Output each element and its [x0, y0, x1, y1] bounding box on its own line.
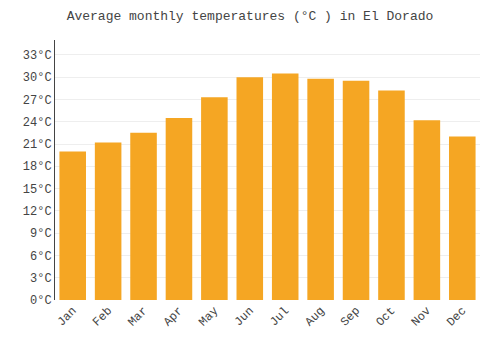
- svg-text:12°C: 12°C: [23, 205, 52, 219]
- svg-text:Jan: Jan: [55, 304, 80, 329]
- svg-text:Feb: Feb: [90, 304, 115, 329]
- svg-text:May: May: [196, 304, 221, 329]
- svg-text:18°C: 18°C: [23, 160, 52, 174]
- svg-text:0°C: 0°C: [30, 294, 52, 308]
- svg-text:6°C: 6°C: [30, 250, 52, 264]
- svg-text:15°C: 15°C: [23, 183, 52, 197]
- svg-text:Sep: Sep: [338, 304, 363, 329]
- svg-text:Jun: Jun: [232, 304, 257, 329]
- svg-text:3°C: 3°C: [30, 272, 52, 286]
- svg-text:Dec: Dec: [444, 304, 469, 329]
- svg-text:Oct: Oct: [373, 304, 398, 329]
- svg-text:Jul: Jul: [267, 304, 292, 329]
- svg-text:21°C: 21°C: [23, 138, 52, 152]
- svg-text:Aug: Aug: [303, 304, 328, 329]
- svg-text:24°C: 24°C: [23, 116, 52, 130]
- svg-text:Nov: Nov: [409, 304, 434, 329]
- svg-text:Apr: Apr: [161, 304, 186, 329]
- svg-text:33°C: 33°C: [23, 49, 52, 63]
- svg-text:Average monthly temperatures (: Average monthly temperatures (°C ) in El…: [67, 9, 434, 24]
- svg-text:30°C: 30°C: [23, 71, 52, 85]
- svg-text:Mar: Mar: [125, 304, 150, 329]
- svg-text:27°C: 27°C: [23, 94, 52, 108]
- svg-text:9°C: 9°C: [30, 227, 52, 241]
